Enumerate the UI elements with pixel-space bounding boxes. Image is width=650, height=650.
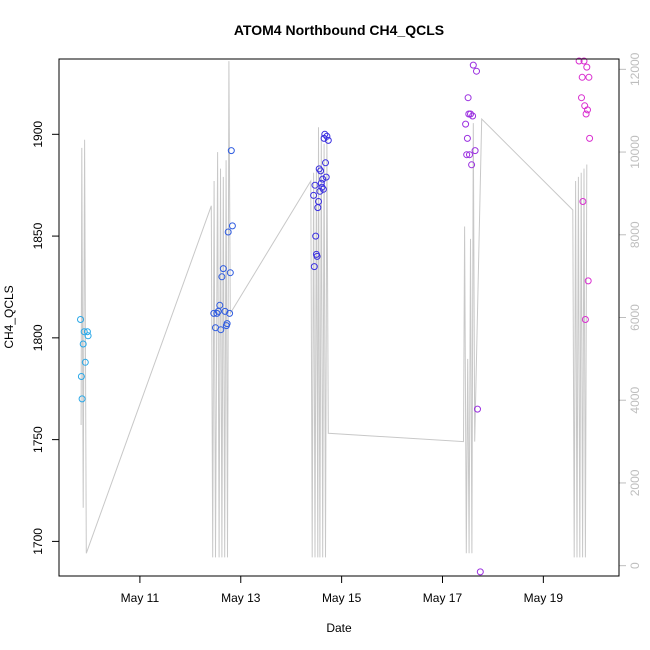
data-point [473,67,480,75]
data-point [476,568,484,576]
data-point [579,198,587,205]
y-tick-label: 1700 [31,528,45,555]
x-axis-label: Date [326,621,352,635]
y-tick-label: 1750 [31,426,45,453]
data-point [463,134,471,142]
points-layer [77,57,594,576]
x-tick-label: May 15 [322,591,362,605]
x-tick-label: May 11 [121,591,160,605]
plot-frame [58,58,620,577]
data-point [78,395,86,403]
data-point [585,73,593,81]
data-point [315,198,322,205]
data-point [314,204,322,212]
series-4 [462,61,484,576]
y-axis-label: CH4_QCLS [2,285,16,348]
data-point [223,320,231,328]
y2-tick-label: 8000 [628,221,642,248]
data-point [578,73,586,81]
y2-tick-label: 4000 [628,387,642,414]
data-point [315,165,323,173]
data-point [583,63,591,71]
data-point [581,316,589,323]
data-point [210,309,218,317]
data-point [217,326,225,334]
secondary-line-layer [80,61,588,558]
data-point [219,265,227,273]
data-point [468,161,476,169]
chart-title: ATOM4 Northbound CH4_QCLS [234,22,444,38]
y-tick-label: 1900 [31,121,45,148]
x-tick-label: May 19 [524,591,564,605]
data-point [463,151,471,159]
data-point [213,309,221,317]
data-point [224,228,232,236]
data-point [471,147,479,155]
data-point [466,151,473,159]
data-point [580,57,588,65]
data-point [227,147,235,155]
data-point [578,94,585,102]
data-point [323,132,331,140]
data-point [586,134,594,142]
series-1 [77,316,92,403]
data-point [80,328,88,336]
data-point [317,167,325,175]
data-point [310,263,318,271]
data-point [311,181,319,189]
data-point [221,307,229,315]
data-point [83,328,91,336]
data-point [469,112,477,120]
data-point [77,373,85,380]
data-point [310,191,318,199]
data-point [226,269,234,277]
data-point [319,185,327,193]
data-point [313,252,321,260]
data-point [469,61,477,69]
data-point [226,309,234,317]
series-2 [210,147,236,334]
y2-tick-label: 0 [628,562,642,569]
y2-tick-label: 12000 [628,52,642,86]
x-tick-label: May 13 [221,591,261,605]
data-point [464,94,472,102]
y2-tick-label: 6000 [628,304,642,331]
data-point [322,159,329,167]
data-point [317,179,325,187]
data-point [575,57,583,65]
data-point [582,110,590,118]
series-5 [575,57,594,323]
data-point [462,120,470,128]
data-point [218,273,226,281]
data-point [84,332,92,340]
data-point [324,136,332,144]
data-point [321,130,329,138]
axes-layer: May 11 May 13 May 15 May 17 May 19 1700 1750 18… [31,52,642,605]
y-tick-label: 1800 [31,324,45,351]
data-point [322,173,330,181]
series-3 [310,130,332,271]
x-tick-label: May 17 [423,591,463,605]
data-point [228,222,236,230]
secondary-series-line [80,61,588,558]
data-point [584,277,592,285]
data-point [467,110,474,118]
data-point [77,316,84,323]
data-point [81,358,89,366]
y2-tick-label: 2000 [628,469,642,496]
data-point [79,340,87,348]
y-tick-label: 1850 [31,222,45,249]
data-point [312,232,320,240]
y2-tick-label: 10000 [628,135,642,169]
data-point [474,405,481,413]
data-point [319,175,327,183]
data-point [316,187,324,195]
data-point [584,106,591,114]
data-point [216,301,224,309]
